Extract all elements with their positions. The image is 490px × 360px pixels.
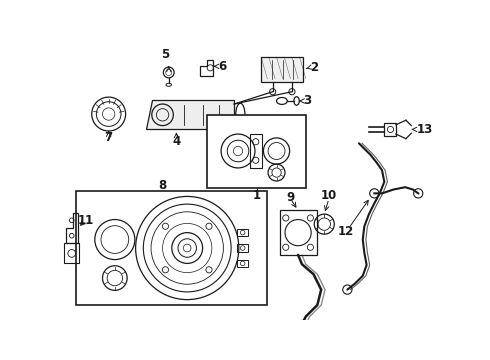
- Text: 13: 13: [416, 123, 433, 136]
- Bar: [261, 57, 303, 82]
- Polygon shape: [146, 100, 234, 130]
- Text: 2: 2: [311, 61, 319, 74]
- Bar: [76, 191, 268, 305]
- Text: 8: 8: [158, 179, 167, 192]
- Text: 12: 12: [338, 225, 354, 238]
- Text: 5: 5: [162, 48, 170, 61]
- Bar: [207, 115, 306, 188]
- Text: 7: 7: [104, 131, 113, 144]
- Bar: [237, 244, 248, 252]
- Bar: [64, 243, 79, 263]
- Bar: [237, 229, 248, 237]
- Text: 3: 3: [303, 94, 312, 107]
- Bar: [237, 260, 248, 267]
- Bar: [280, 210, 317, 255]
- Text: 10: 10: [321, 189, 337, 202]
- Text: 9: 9: [286, 191, 294, 204]
- Text: 4: 4: [172, 135, 180, 148]
- Text: 1: 1: [252, 189, 261, 202]
- Bar: [249, 134, 262, 168]
- Text: 11: 11: [77, 214, 94, 227]
- Text: 6: 6: [218, 60, 226, 73]
